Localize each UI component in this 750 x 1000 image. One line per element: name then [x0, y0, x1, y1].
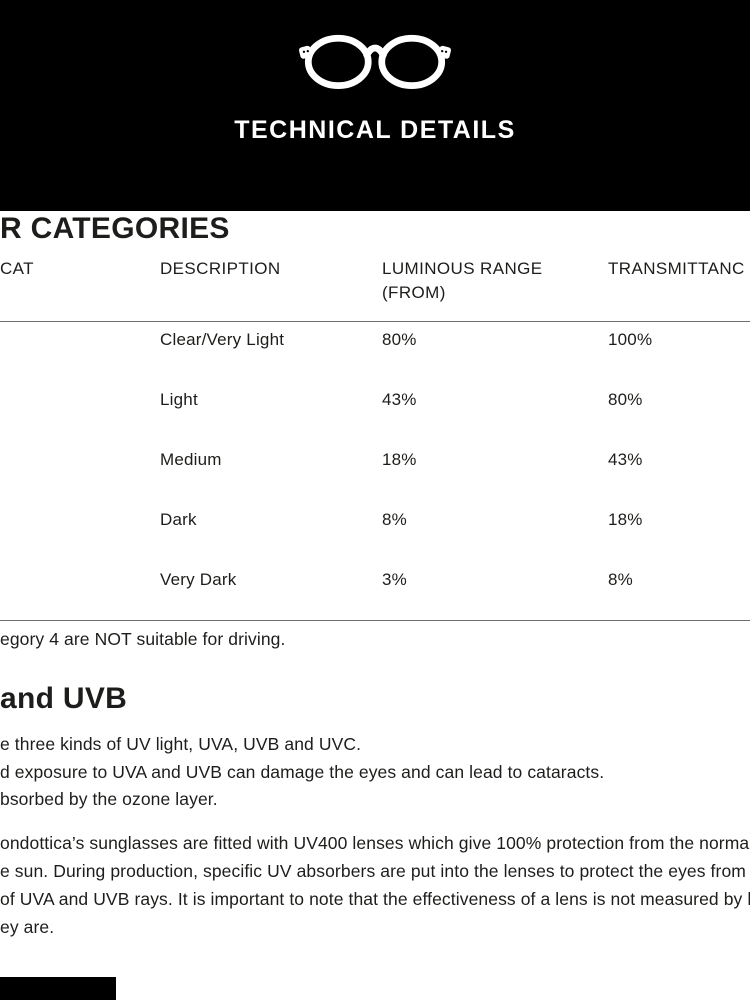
column-header-description: DESCRIPTION: [160, 259, 281, 278]
cell-description: Very Dark: [160, 570, 237, 589]
cell-luminous-range: 8%: [382, 510, 407, 529]
cell-transmittance: 100%: [608, 330, 653, 349]
cell-transmittance: 18%: [608, 510, 643, 529]
filter-categories-heading: R CATEGORIES: [0, 212, 230, 245]
cell-luminous-range: 43%: [382, 390, 417, 409]
column-header-cat: CAT: [0, 259, 34, 278]
cell-description: Dark: [160, 510, 197, 529]
cell-luminous-range: 80%: [382, 330, 417, 349]
cell-luminous-range: 18%: [382, 450, 417, 469]
paragraph-line: ey are.: [0, 917, 55, 937]
driving-suitability-note: egory 4 are NOT suitable for driving.: [0, 629, 286, 649]
uv-paragraph-2: ondottica’s sunglasses are fitted with U…: [0, 829, 750, 941]
table-row: Dark 8% 18%: [0, 502, 750, 562]
table-row: Light 43% 80%: [0, 382, 750, 442]
cell-cat: [0, 330, 160, 382]
table-row: Very Dark 3% 8%: [0, 562, 750, 622]
cell-transmittance: 8%: [608, 570, 633, 589]
paragraph-line: d exposure to UVA and UVB can damage the…: [0, 761, 605, 782]
cell-description: Medium: [160, 450, 222, 469]
paragraph-line: e sun. During production, specific UV ab…: [0, 861, 750, 881]
cell-luminous-range: 3%: [382, 570, 407, 589]
cell-transmittance: 43%: [608, 450, 643, 469]
paragraph-line: e three kinds of UV light, UVA, UVB and …: [0, 734, 362, 754]
filter-table-body: Clear/Very Light 80% 100% Light 43% 80% …: [0, 321, 750, 621]
filter-table-header: CAT DESCRIPTION LUMINOUS RANGE (FROM) TR…: [0, 257, 750, 305]
cell-cat: [0, 390, 160, 442]
table-row: Clear/Very Light 80% 100%: [0, 322, 750, 382]
paragraph-line: of UVA and UVB rays. It is important to …: [0, 889, 750, 909]
banner-title: TECHNICAL DETAILS: [234, 116, 516, 144]
paragraph-line: ondottica’s sunglasses are fitted with U…: [0, 833, 750, 853]
table-row: Medium 18% 43%: [0, 442, 750, 502]
cell-transmittance: 80%: [608, 390, 643, 409]
cell-cat: [0, 570, 160, 622]
column-header-transmittance: TRANSMITTANC: [608, 259, 745, 278]
partial-next-section-banner: [0, 977, 116, 1000]
paragraph-line: bsorbed by the ozone layer.: [0, 789, 218, 809]
cell-cat: [0, 510, 160, 562]
glasses-icon: [298, 34, 452, 89]
uv-section-heading: and UVB: [0, 682, 128, 715]
column-header-luminous-range: LUMINOUS RANGE (FROM): [382, 259, 543, 302]
cell-description: Light: [160, 390, 198, 409]
technical-details-banner: TECHNICAL DETAILS: [0, 0, 750, 211]
cell-cat: [0, 450, 160, 502]
cell-description: Clear/Very Light: [160, 330, 285, 349]
uv-paragraph-1: e three kinds of UV light, UVA, UVB and …: [0, 731, 604, 814]
